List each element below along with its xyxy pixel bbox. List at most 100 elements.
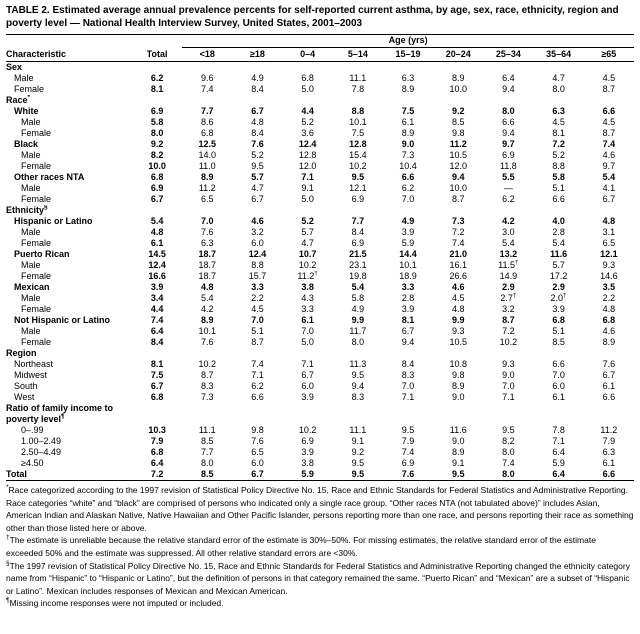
cell-value: 12.4 <box>248 249 267 259</box>
cell-value <box>232 403 282 425</box>
cell-value: 7.0 <box>201 216 214 226</box>
cell-value: 7.5 <box>401 106 415 116</box>
cell-total: 8.1 <box>150 359 164 369</box>
cell-value: 5.9 <box>401 238 415 248</box>
cell-value: 4.6 <box>251 216 264 226</box>
cell-value: 4.8 <box>451 304 465 314</box>
cell-value: 10.0 <box>449 183 467 193</box>
table-body: Sex Male 6.2 9.6 4.9 6.8 11.1 6.3 8.9 6.4 4.7 4.5 Fe… <box>6 62 634 481</box>
age-span-row: Age (yrs) <box>6 34 634 48</box>
cell-value: 6.2 <box>502 194 515 204</box>
cell-value: 6.3 <box>401 73 415 83</box>
cell-value: 8.5 <box>552 337 565 347</box>
table-row: Ratio of family income to poverty level¶ <box>6 403 634 425</box>
cell-value: 6.4 <box>502 73 515 83</box>
cell-total <box>132 403 182 425</box>
cell-value: 10.2 <box>298 260 317 270</box>
cell-total: 8.2 <box>150 150 164 160</box>
cell-value: 9.3 <box>502 359 515 369</box>
cell-value: 12.0 <box>298 161 317 171</box>
cell-total: 5.8 <box>150 117 164 127</box>
cell-value: 3.9 <box>552 304 565 314</box>
cell-value: 9.4 <box>401 337 415 347</box>
cell-value: — <box>503 183 513 193</box>
cell-value: 9.5 <box>351 370 365 380</box>
cell-value: 6.7 <box>251 194 264 204</box>
cell-value: 12.4 <box>298 139 317 149</box>
cell-value: 7.0 <box>502 381 515 391</box>
cell-value <box>283 95 333 106</box>
row-label: Male <box>21 183 41 193</box>
cell-total: 6.8 <box>150 392 164 402</box>
column-header-under18: <18 <box>182 47 233 62</box>
cell-value: 8.0 <box>502 106 515 116</box>
table-row: Ethnicity§ <box>6 205 634 216</box>
cell-value: 17.2 <box>549 271 568 281</box>
cell-value: 3.8 <box>301 282 314 292</box>
cell-value: 8.4 <box>351 227 365 237</box>
row-label: Female <box>14 84 45 94</box>
cell-value: 10.2 <box>198 359 217 369</box>
cell-value: 6.7 <box>401 326 415 336</box>
row-label: Female <box>21 161 52 171</box>
cell-total: 4.8 <box>150 227 164 237</box>
cell-value: 3.3 <box>401 282 415 292</box>
cell-value <box>232 348 282 359</box>
cell-value: 8.9 <box>201 172 214 182</box>
cell-value: 2.9 <box>552 282 565 292</box>
cell-total: 12.4 <box>148 260 166 270</box>
cell-value: 3.3 <box>301 304 314 314</box>
cell-value: 26.6 <box>449 271 467 281</box>
cell-value: 8.8 <box>552 161 565 171</box>
cell-value: 14.4 <box>399 249 417 259</box>
cell-value: 8.4 <box>401 359 415 369</box>
cell-value: 7.0 <box>301 326 314 336</box>
cell-value: 7.5 <box>351 128 365 138</box>
cell-value: 7.3 <box>451 216 465 226</box>
table-row: Female 16.6 18.7 15.7 11.2† 19.8 18.9 26.6 14.9 1… <box>6 271 634 282</box>
cell-value: 5.9 <box>552 458 565 468</box>
cell-value: 7.7 <box>201 447 214 457</box>
column-header-15-19: 15–19 <box>382 47 434 62</box>
cell-value: 7.0 <box>401 194 415 204</box>
row-label: Female <box>21 238 52 248</box>
cell-value: 19.8 <box>349 271 367 281</box>
table-row: Male 4.8 7.6 3.2 5.7 8.4 3.9 7.2 3.0 2.8 3.1 <box>6 227 634 238</box>
cell-value: 4.6 <box>451 282 465 292</box>
cell-value: 7.4 <box>502 458 515 468</box>
table-page: TABLE 2. Estimated average annual preval… <box>6 5 634 609</box>
cell-value: 7.8 <box>351 84 365 94</box>
cell-value <box>433 95 483 106</box>
cell-value: 6.1 <box>301 315 314 325</box>
cell-value: 5.4 <box>351 282 365 292</box>
cell-value: 7.1 <box>401 392 415 402</box>
row-label: ≥4.50 <box>21 458 44 468</box>
cell-value: 8.7 <box>251 337 264 347</box>
cell-value: 6.6 <box>602 392 616 402</box>
cell-value: 11.2† <box>297 271 318 281</box>
cell-value: 6.3 <box>602 447 616 457</box>
cell-total: 10.3 <box>148 425 166 435</box>
cell-value: 7.0 <box>401 381 415 391</box>
table-row: Female 10.0 11.0 9.5 12.0 10.2 10.4 12.0 11.8 8.8… <box>6 161 634 172</box>
table-row: Other races NTA 6.8 8.9 5.7 7.1 9.5 6.6 9.4 5.5 5… <box>6 172 634 183</box>
table-row: Total 7.2 8.5 6.7 5.9 9.5 7.6 9.5 8.0 6.4 6.6 <box>6 469 634 481</box>
cell-value: 7.9 <box>602 436 616 446</box>
cell-value: 6.3 <box>552 106 565 116</box>
cell-value: 5.7 <box>301 227 314 237</box>
footnote: §The 1997 revision of Statistical Policy… <box>6 559 630 596</box>
table-row: Female 6.7 6.5 6.7 5.0 6.9 7.0 8.7 6.2 6.6 6.7 <box>6 194 634 205</box>
column-header-characteristic: Characteristic <box>6 47 132 62</box>
cell-value: 8.3 <box>351 392 365 402</box>
cell-value: 6.6 <box>602 469 616 479</box>
cell-value <box>182 205 232 216</box>
column-header-20-24: 20–24 <box>433 47 484 62</box>
cell-value: 6.6 <box>552 359 565 369</box>
cell-value: 6.4 <box>552 447 565 457</box>
cell-value: 5.4 <box>502 238 515 248</box>
footnote: ¶Missing income responses were not imput… <box>6 597 224 609</box>
cell-value: 3.3 <box>251 282 264 292</box>
cell-value: 8.9 <box>451 447 465 457</box>
table-title: TABLE 2. Estimated average annual preval… <box>6 5 619 29</box>
cell-value <box>333 62 383 74</box>
